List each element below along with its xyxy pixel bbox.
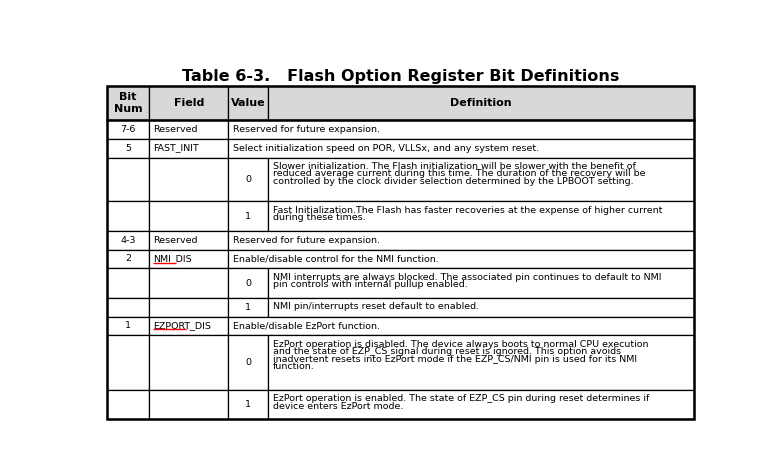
Bar bbox=[228, 390, 268, 419]
Text: Definition: Definition bbox=[450, 98, 512, 108]
Bar bbox=[228, 249, 694, 268]
Text: EZPORT_DIS: EZPORT_DIS bbox=[153, 321, 212, 330]
Bar bbox=[149, 298, 228, 317]
Bar bbox=[228, 158, 268, 201]
Bar bbox=[107, 120, 149, 139]
Bar bbox=[268, 335, 694, 390]
Bar bbox=[107, 158, 149, 201]
Text: during these times.: during these times. bbox=[273, 213, 366, 222]
Text: EzPort operation is disabled. The device always boots to normal CPU execution: EzPort operation is disabled. The device… bbox=[273, 339, 648, 348]
Bar bbox=[107, 201, 149, 231]
Text: EzPort operation is enabled. The state of EZP_CS pin during reset determines if: EzPort operation is enabled. The state o… bbox=[273, 394, 649, 403]
Text: inadvertent resets into EzPort mode if the EZP_CS/NMI pin is used for its NMI: inadvertent resets into EzPort mode if t… bbox=[273, 355, 637, 364]
Text: Fast Initialization.The Flash has faster recoveries at the expense of higher cur: Fast Initialization.The Flash has faster… bbox=[273, 206, 662, 215]
Bar bbox=[149, 139, 228, 158]
Bar bbox=[149, 249, 228, 268]
Text: Table 6-3.   Flash Option Register Bit Definitions: Table 6-3. Flash Option Register Bit Def… bbox=[181, 69, 619, 84]
Bar bbox=[149, 120, 228, 139]
Text: Reserved for future expansion.: Reserved for future expansion. bbox=[233, 236, 380, 245]
Bar bbox=[107, 249, 149, 268]
Bar bbox=[107, 139, 149, 158]
Bar bbox=[149, 158, 228, 201]
Text: NMI_DIS: NMI_DIS bbox=[153, 255, 192, 264]
Text: Value: Value bbox=[231, 98, 266, 108]
Text: and the state of EZP_CS signal during reset is ignored. This option avoids: and the state of EZP_CS signal during re… bbox=[273, 347, 621, 356]
Bar bbox=[149, 86, 228, 120]
Bar bbox=[149, 201, 228, 231]
Bar bbox=[107, 390, 149, 419]
Text: 0: 0 bbox=[245, 278, 251, 288]
Bar bbox=[149, 335, 228, 390]
Text: device enters EzPort mode.: device enters EzPort mode. bbox=[273, 402, 403, 411]
Text: 7-6: 7-6 bbox=[120, 125, 136, 134]
Bar bbox=[149, 268, 228, 298]
Bar bbox=[107, 86, 149, 120]
Bar bbox=[228, 201, 268, 231]
Text: Field: Field bbox=[173, 98, 204, 108]
Bar bbox=[149, 390, 228, 419]
Bar bbox=[268, 201, 694, 231]
Bar bbox=[228, 86, 268, 120]
Text: controlled by the clock divider selection determined by the LPBOOT setting.: controlled by the clock divider selectio… bbox=[273, 177, 633, 186]
Bar bbox=[107, 231, 149, 249]
Bar bbox=[107, 268, 149, 298]
Bar bbox=[268, 390, 694, 419]
Bar bbox=[268, 158, 694, 201]
Text: Reserved for future expansion.: Reserved for future expansion. bbox=[233, 125, 380, 134]
Bar bbox=[107, 298, 149, 317]
Bar bbox=[268, 298, 694, 317]
Text: Enable/disable control for the NMI function.: Enable/disable control for the NMI funct… bbox=[233, 255, 438, 264]
Text: 1: 1 bbox=[245, 400, 251, 409]
Text: 2: 2 bbox=[125, 255, 131, 264]
Bar bbox=[228, 231, 694, 249]
Text: reduced average current during this time. The duration of the recovery will be: reduced average current during this time… bbox=[273, 169, 645, 178]
Text: 1: 1 bbox=[245, 303, 251, 312]
Text: NMI interrupts are always blocked. The associated pin continues to default to NM: NMI interrupts are always blocked. The a… bbox=[273, 273, 661, 282]
Bar bbox=[228, 317, 694, 335]
Text: function.: function. bbox=[273, 362, 314, 371]
Bar bbox=[149, 231, 228, 249]
Text: Select initialization speed on POR, VLLSx, and any system reset.: Select initialization speed on POR, VLLS… bbox=[233, 144, 539, 153]
Bar bbox=[268, 86, 694, 120]
Text: pin controls with internal pullup enabled.: pin controls with internal pullup enable… bbox=[273, 280, 467, 289]
Text: 0: 0 bbox=[245, 358, 251, 367]
Text: Reserved: Reserved bbox=[153, 236, 198, 245]
Text: 4-3: 4-3 bbox=[120, 236, 136, 245]
Bar bbox=[228, 298, 268, 317]
Bar bbox=[228, 268, 268, 298]
Text: NMI pin/interrupts reset default to enabled.: NMI pin/interrupts reset default to enab… bbox=[273, 302, 479, 311]
Bar bbox=[149, 317, 228, 335]
Bar bbox=[268, 268, 694, 298]
Text: FAST_INIT: FAST_INIT bbox=[153, 144, 199, 153]
Bar bbox=[228, 335, 268, 390]
Bar bbox=[107, 335, 149, 390]
Bar bbox=[228, 120, 694, 139]
Bar bbox=[228, 139, 694, 158]
Text: 0: 0 bbox=[245, 175, 251, 184]
Text: Bit
Num: Bit Num bbox=[114, 92, 142, 114]
Text: 1: 1 bbox=[125, 321, 131, 330]
Text: Slower initialization. The Flash initialization will be slower with the benefit : Slower initialization. The Flash initial… bbox=[273, 162, 636, 171]
Text: 1: 1 bbox=[245, 212, 251, 220]
Text: 5: 5 bbox=[125, 144, 131, 153]
Text: Enable/disable EzPort function.: Enable/disable EzPort function. bbox=[233, 321, 380, 330]
Text: Reserved: Reserved bbox=[153, 125, 198, 134]
Bar bbox=[107, 317, 149, 335]
